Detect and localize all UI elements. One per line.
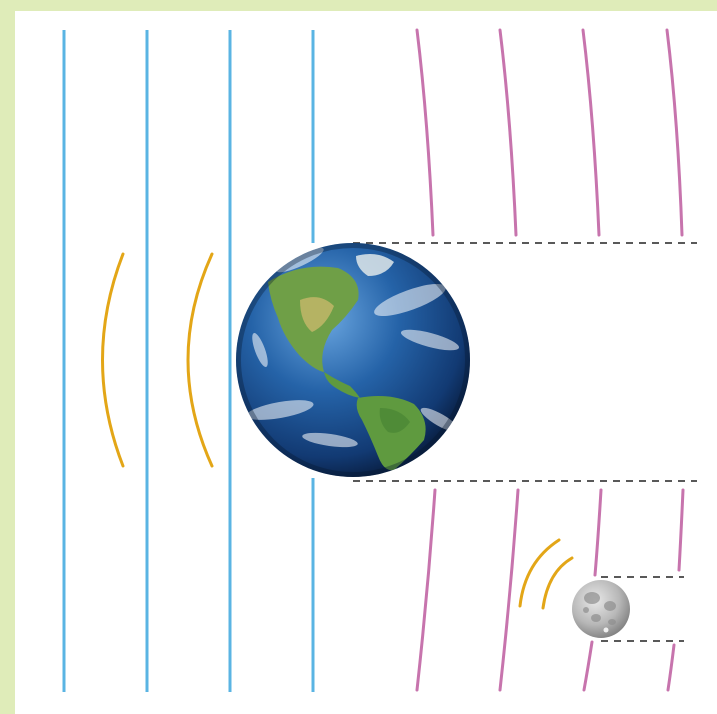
outgoing-wavefront — [665, 28, 684, 237]
earth-globe-icon — [236, 243, 470, 477]
outgoing-wavefront — [415, 488, 437, 692]
outgoing-wavefront — [498, 488, 520, 692]
outgoing-wavefront — [582, 640, 594, 692]
incoming-wavefronts — [62, 30, 315, 692]
shadow-guides — [353, 242, 697, 642]
outgoing-wavefront — [498, 28, 518, 237]
scattered-arc — [541, 556, 574, 610]
outgoing-wavefront — [677, 488, 685, 572]
outgoing-wavefront — [415, 28, 435, 237]
moon-icon — [572, 580, 630, 638]
outgoing-wavefront — [581, 28, 601, 237]
outgoing-wavefront — [593, 488, 603, 577]
scattered-arc — [518, 538, 561, 608]
outgoing-wavefronts-upper — [415, 28, 684, 237]
scattered-arc — [101, 252, 125, 468]
outgoing-wavefronts-lower — [415, 488, 685, 692]
scattered-arcs-left — [101, 252, 214, 468]
outgoing-wavefront — [666, 643, 676, 692]
scattered-arc — [186, 252, 214, 468]
scattered-arcs-moon — [518, 538, 574, 610]
